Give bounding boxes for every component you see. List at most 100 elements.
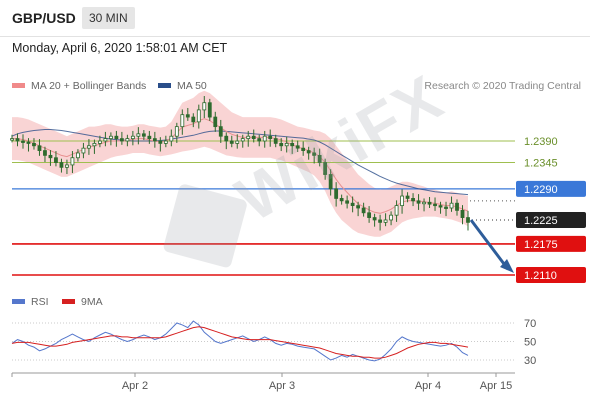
candle-body (279, 142, 284, 147)
candle-body (284, 142, 289, 147)
rsi-ma-line (11, 326, 469, 359)
candle-body (438, 205, 443, 208)
candle-body (444, 206, 448, 209)
candle-body (119, 138, 124, 142)
candle-body (433, 203, 437, 207)
candle-body (207, 102, 212, 118)
x-axis-label: Apr 4 (415, 380, 441, 392)
candle-body (152, 138, 157, 142)
candle-body (163, 140, 168, 144)
candle-body (15, 138, 20, 142)
candle-body (350, 202, 355, 207)
candle-body (317, 154, 322, 163)
candle-body (422, 201, 426, 205)
candle-body (345, 200, 350, 204)
legend-bb-label: MA 20 + Bollinger Bands (31, 80, 147, 92)
candle-body (87, 145, 91, 149)
candle-body (103, 138, 108, 142)
price-badge-1.2225 (516, 211, 586, 228)
candle-body (290, 142, 295, 147)
legend-rsi-ma-label: 9MA (81, 296, 103, 308)
candle-body (460, 209, 465, 218)
candle-body (218, 126, 223, 137)
rsi-axis-label: 70 (524, 318, 536, 330)
x-axis-label: Apr 3 (269, 380, 295, 392)
candle-body (92, 142, 97, 147)
candle-body (367, 212, 372, 218)
candle-body (202, 102, 207, 111)
price-badge-1.2290 (516, 180, 586, 197)
candle-body (43, 150, 47, 156)
candle-body (312, 152, 317, 156)
candle-body (378, 219, 382, 223)
candle-body (213, 116, 218, 128)
legend-ma50-swatch (158, 82, 171, 88)
forecast-arrow (469, 219, 510, 271)
legend-bb-swatch (12, 82, 25, 88)
candle-body (59, 162, 64, 168)
candle-body (196, 109, 201, 123)
legend-ma50-label: MA 50 (177, 80, 207, 92)
candle-body (273, 138, 278, 144)
candle-body (400, 195, 404, 207)
candle-body (251, 135, 256, 140)
candle-body (246, 135, 251, 140)
candle-body (411, 198, 415, 202)
candle-body (65, 164, 69, 168)
candle-body (383, 219, 388, 223)
candle-body (372, 217, 377, 221)
price-badge-1.2110 (516, 267, 586, 283)
price-badge-label: 1.2290 (524, 184, 558, 196)
candle-body (361, 207, 366, 214)
datetime-label: Monday, April 6, 2020 1:58:01 AM CET (12, 41, 228, 55)
candle-body (323, 162, 328, 175)
price-level-label: 1.2345 (524, 158, 558, 170)
ma50-line (11, 129, 469, 196)
price-badge-1.2175 (516, 235, 586, 252)
rsi-axis-label: 50 (524, 337, 536, 349)
candle-body (10, 138, 14, 141)
legend-rsi-ma: 9MA (62, 296, 103, 308)
candle-body (301, 147, 306, 151)
candle-body (257, 138, 262, 142)
candle-body (108, 135, 113, 140)
candle-body (180, 114, 185, 128)
candle-body (405, 195, 410, 199)
candle-body (147, 135, 152, 140)
candle-body (141, 133, 146, 137)
candle-body (268, 135, 273, 140)
legend-bb: MA 20 + Bollinger Bands (12, 80, 146, 92)
candle-body (427, 201, 432, 205)
legend-rsi-swatch (12, 298, 25, 304)
candle-body (235, 140, 240, 144)
candle-body (466, 217, 470, 223)
candle-body (229, 140, 234, 144)
candle-body (185, 114, 190, 118)
candle-body (449, 202, 454, 209)
price-badge-label: 1.2110 (524, 270, 557, 282)
candle-body (262, 135, 267, 142)
candle-body (158, 140, 163, 144)
legend-rsi: RSI (12, 296, 49, 308)
candle-body (76, 152, 80, 159)
rsi-line (11, 320, 469, 362)
candle-body (169, 135, 174, 142)
candle-body (174, 126, 179, 137)
chart-header: GBP/USD 30 MIN (0, 0, 590, 37)
candle-body (295, 145, 300, 149)
candle-body (26, 141, 31, 144)
candle-body (455, 202, 459, 211)
candle-body (416, 200, 421, 204)
candle-body (81, 147, 86, 154)
candle-body (191, 116, 196, 123)
forecast-arrow-head (500, 259, 514, 273)
legend-rsi-ma-swatch (62, 298, 75, 304)
candle-body (37, 145, 42, 151)
bollinger-band (12, 90, 468, 237)
price-level-label: 1.2390 (524, 136, 558, 148)
legend-ma50: MA 50 (158, 80, 207, 92)
rsi-axis-label: 30 (524, 355, 536, 367)
candle-body (240, 138, 245, 142)
interval-button[interactable]: 30 MIN (82, 7, 135, 29)
candle-body (328, 174, 333, 190)
